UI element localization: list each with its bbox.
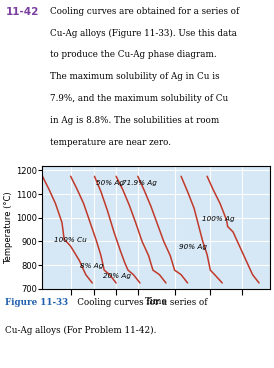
Text: 100% Cu: 100% Cu <box>54 237 87 243</box>
Text: 71.9% Ag: 71.9% Ag <box>122 180 156 186</box>
Text: 11-42: 11-42 <box>5 7 39 17</box>
Text: The maximum solubility of Ag in Cu is: The maximum solubility of Ag in Cu is <box>50 72 219 81</box>
Text: 20% Ag: 20% Ag <box>103 273 131 279</box>
Text: 90% Ag: 90% Ag <box>179 244 207 250</box>
Text: in Ag is 8.8%. The solubilities at room: in Ag is 8.8%. The solubilities at room <box>50 116 219 125</box>
Text: temperature are near zero.: temperature are near zero. <box>50 138 171 147</box>
Text: 8% Ag: 8% Ag <box>80 263 104 269</box>
Text: Cu-Ag alloys (Figure 11-33). Use this data: Cu-Ag alloys (Figure 11-33). Use this da… <box>50 29 237 38</box>
Text: Figure 11-33: Figure 11-33 <box>5 298 68 307</box>
Text: Cu-Ag alloys (For Problem 11-42).: Cu-Ag alloys (For Problem 11-42). <box>5 325 157 335</box>
Text: 7.9%, and the maximum solubility of Cu: 7.9%, and the maximum solubility of Cu <box>50 94 228 103</box>
Y-axis label: Temperature (°C): Temperature (°C) <box>4 191 13 263</box>
Text: Cooling curves for a series of: Cooling curves for a series of <box>68 298 207 307</box>
Text: 100% Ag: 100% Ag <box>202 216 234 222</box>
Text: to produce the Cu-Ag phase diagram.: to produce the Cu-Ag phase diagram. <box>50 50 216 59</box>
Text: 50% Ag: 50% Ag <box>96 180 124 186</box>
X-axis label: Time: Time <box>145 297 168 306</box>
Text: Cooling curves are obtained for a series of: Cooling curves are obtained for a series… <box>50 7 239 16</box>
